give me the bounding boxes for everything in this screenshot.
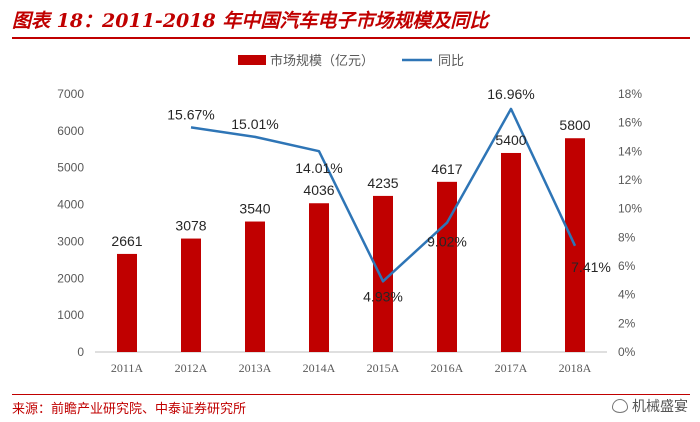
x-tick-label: 2011A: [111, 361, 144, 375]
bar: [117, 253, 137, 352]
bar: [181, 238, 201, 352]
y-right-tick-label: 8%: [618, 230, 636, 244]
bar-value-label: 3078: [175, 218, 206, 234]
line-value-label: 16.96%: [487, 86, 534, 102]
wechat-icon: [612, 399, 628, 413]
source-note: 来源：前瞻产业研究院、中泰证券研究所: [12, 402, 247, 417]
bar-value-label: 4235: [367, 175, 398, 191]
watermark-text: 机械盛宴: [632, 399, 688, 415]
bar: [245, 221, 265, 352]
bar-value-label: 4036: [303, 182, 334, 198]
watermark: 机械盛宴: [612, 396, 688, 416]
y-left-tick-label: 2000: [57, 271, 84, 285]
x-tick-label: 2017A: [495, 361, 528, 375]
line-value-label: 15.67%: [167, 106, 214, 122]
x-tick-label: 2018A: [559, 361, 592, 375]
y-right-tick-label: 18%: [618, 87, 642, 101]
legend-label-bar: 市场规模（亿元）: [270, 53, 374, 69]
bar: [437, 181, 457, 352]
y-right-tick-label: 0%: [618, 345, 636, 359]
y-left-tick-label: 0: [77, 345, 84, 359]
source-divider: [12, 394, 690, 395]
y-right-tick-label: 6%: [618, 259, 636, 273]
y-right-tick-label: 12%: [618, 173, 642, 187]
line-value-label: 7.41%: [571, 259, 611, 275]
bar-value-label: 3540: [239, 201, 270, 217]
y-right-tick-label: 2%: [618, 316, 636, 330]
title-divider: [12, 37, 690, 39]
line-value-label: 9.02%: [427, 234, 467, 250]
y-left-tick-label: 1000: [57, 308, 84, 322]
y-left-tick-label: 3000: [57, 234, 84, 248]
bar-value-label: 4617: [431, 161, 462, 177]
x-tick-label: 2012A: [175, 361, 208, 375]
y-right-tick-label: 4%: [618, 288, 636, 302]
y-left-tick-label: 7000: [57, 87, 84, 101]
x-tick-label: 2013A: [239, 361, 272, 375]
legend-label-line: 同比: [438, 54, 464, 69]
line-value-label: 15.01%: [231, 116, 278, 132]
y-right-tick-label: 16%: [618, 116, 642, 130]
y-left-tick-label: 5000: [57, 161, 84, 175]
chart-title: 图表 18：2011-2018 年中国汽车电子市场规模及同比: [12, 10, 489, 32]
bar: [373, 195, 393, 352]
y-right-tick-label: 14%: [618, 144, 642, 158]
bar-value-label: 5800: [559, 117, 590, 133]
line-value-label: 4.93%: [363, 288, 403, 304]
y-left-tick-label: 4000: [57, 198, 84, 212]
bar-value-label: 5400: [495, 132, 526, 148]
yoy-line: [190, 107, 577, 283]
legend-swatch-bar: [238, 55, 266, 65]
bar: [501, 152, 521, 352]
y-right-tick-label: 10%: [618, 202, 642, 216]
x-tick-label: 2016A: [431, 361, 464, 375]
x-tick-label: 2015A: [367, 361, 400, 375]
bar-value-label: 2661: [111, 233, 142, 249]
y-left-tick-label: 6000: [57, 124, 84, 138]
chart: 0 1000 2000 3000 4000 5000 6000 7000 0% 2% 4% 6% 8% 1…: [57, 53, 642, 375]
line-value-label: 14.01%: [295, 160, 342, 176]
x-tick-label: 2014A: [303, 361, 336, 375]
bar: [309, 203, 329, 352]
